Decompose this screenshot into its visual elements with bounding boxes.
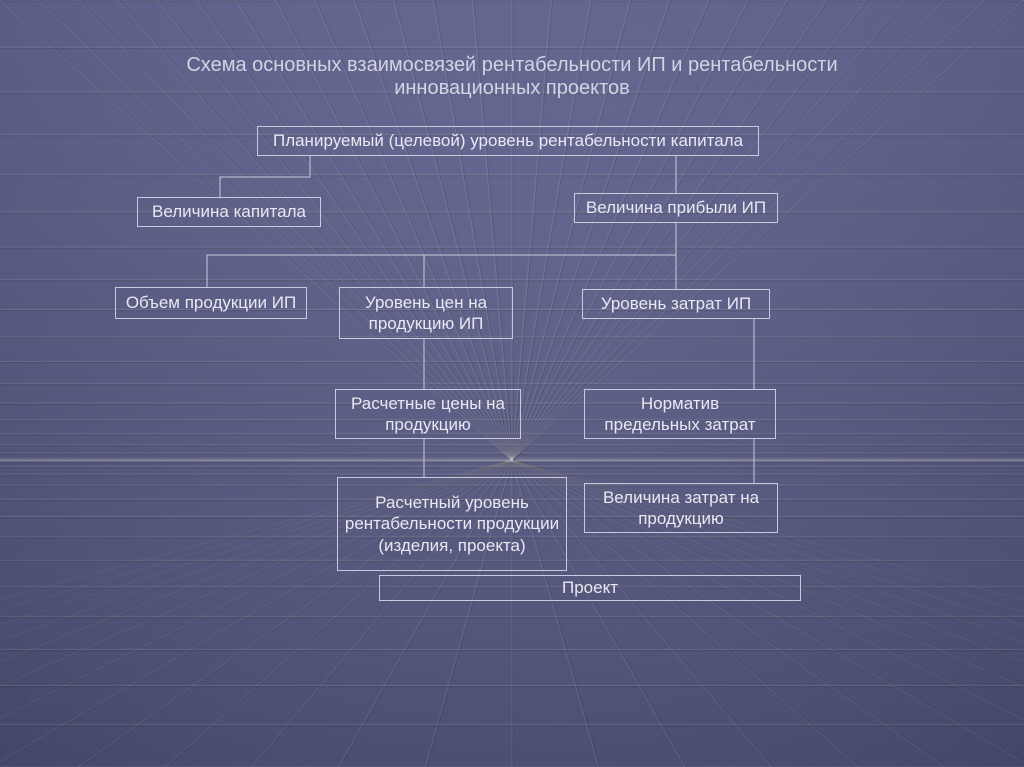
flow-node-price: Уровень цен на продукцию ИП [339, 287, 513, 339]
flow-node-rent: Расчетный уровень рентабельности продукц… [337, 477, 567, 571]
flow-node-cap: Величина капитала [137, 197, 321, 227]
diagram-stage: Схема основных взаимосвязей рентабельнос… [0, 0, 1024, 767]
flow-node-root: Планируемый (целевой) уровень рентабельн… [257, 126, 759, 156]
flow-node-calc_p: Расчетные цены на продукцию [335, 389, 521, 439]
flow-edge-3 [424, 223, 676, 287]
flow-edge-0 [220, 156, 310, 197]
flow-node-volume: Объем продукции ИП [115, 287, 307, 319]
flow-node-cost: Уровень затрат ИП [582, 289, 770, 319]
flow-node-profit: Величина прибыли ИП [574, 193, 778, 223]
edge-layer [0, 0, 1024, 767]
flow-node-proj: Проект [379, 575, 801, 601]
flow-node-norm: Норматив предельных затрат [584, 389, 776, 439]
flow-node-expend: Величина затрат на продукцию [584, 483, 778, 533]
slide-title: Схема основных взаимосвязей рентабельнос… [0, 54, 1024, 100]
